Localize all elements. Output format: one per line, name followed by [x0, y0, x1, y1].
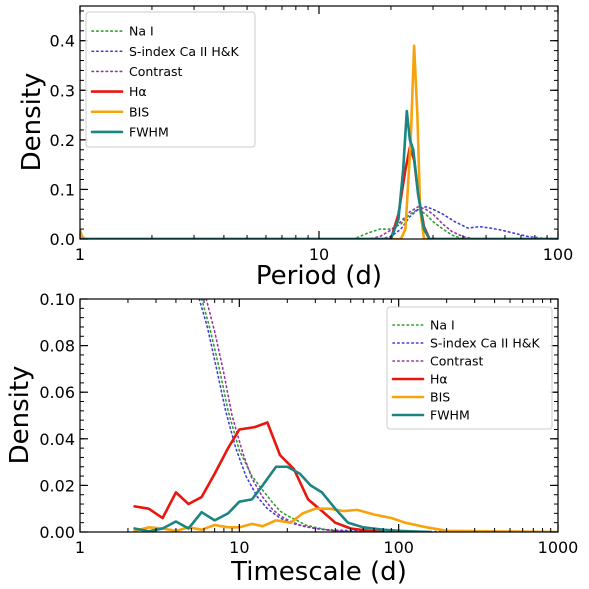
panel2-series-group	[133, 299, 558, 532]
panel2-x-axis-label: Timescale (d)	[230, 557, 407, 587]
panel1-legend-label: FWHM	[129, 124, 169, 139]
panel2: 1 10 100 1000 0.00 0.02 0.04 0.06 0.08 0.10 Timesc…	[5, 290, 578, 587]
panel1-legend-box	[85, 11, 256, 148]
panel1-legend-label: BIS	[129, 104, 149, 119]
panel2-x-tick-label: 1000	[538, 538, 579, 557]
panel1-series-group	[80, 44, 558, 239]
panel2-legend-label: BIS	[430, 390, 450, 405]
panel1-y-axis-label: Density	[17, 73, 47, 172]
panel1: 1 10 100 0.0 0.1 0.2 0.3 0.4 Period (d) Density Na…	[17, 5, 574, 291]
panel1-y-tick-label: 0.3	[50, 81, 75, 100]
panel2-y-tick-label: 0.04	[39, 430, 75, 449]
panel1-series-line-1	[80, 205, 558, 239]
panel2-legend: Na I S-index Ca II H&K Contrast Hα BIS FWHM	[386, 306, 553, 430]
panel2-y-tick-label: 0.06	[39, 383, 75, 402]
panel1-legend-label: Contrast	[129, 64, 183, 79]
panel1-legend-label: Na I	[129, 24, 154, 39]
panel1-series-line-0	[80, 208, 558, 239]
panel2-legend-label: Na I	[430, 318, 455, 333]
panel2-legend-label: FWHM	[430, 408, 470, 423]
panel1-series-line-2	[80, 205, 558, 239]
panel1-x-tick-label: 100	[543, 245, 574, 264]
panel1-x-axis-label: Period (d)	[256, 261, 382, 291]
panel2-y-tick-label: 0.08	[39, 337, 75, 356]
panel2-x-tick-label: 1	[75, 538, 85, 557]
panel2-legend-label: Contrast	[430, 354, 484, 369]
panel2-legend-box	[386, 306, 553, 430]
panel2-y-tick-label: 0.00	[39, 523, 75, 542]
panel1-y-tick-label: 0.2	[50, 131, 75, 150]
panel1-y-tick-label: 0.4	[50, 32, 75, 51]
panel2-legend-label: Hα	[430, 372, 448, 387]
panel2-series-line-0	[200, 299, 365, 532]
panel2-y-tick-label: 0.02	[39, 476, 75, 495]
panel1-series-line-3	[80, 145, 558, 239]
panel2-x-tick-label: 100	[383, 538, 414, 557]
panel2-x-tick-label: 10	[229, 538, 249, 557]
panel2-legend-label: S-index Ca II H&K	[430, 336, 540, 351]
panel2-y-tick-label: 0.10	[39, 290, 75, 309]
panel2-axes-frame	[79, 298, 559, 533]
panel1-x-tick-label: 10	[309, 245, 329, 264]
panel2-series-line-2	[205, 299, 365, 532]
panel1-y-tick-label: 0.0	[50, 230, 75, 249]
panel1-legend: Na I S-index Ca II H&K Contrast Hα BIS FWHM	[85, 11, 256, 148]
panel1-y-tick-label: 0.1	[50, 180, 75, 199]
panel2-series-line-5	[133, 465, 433, 532]
panel1-x-tick-label: 1	[75, 245, 85, 264]
panel1-legend-label: Hα	[129, 84, 147, 99]
panel1-legend-label: S-index Ca II H&K	[129, 44, 239, 59]
panel1-series-line-5	[80, 109, 558, 239]
panel2-series-line-3	[133, 421, 385, 532]
panel2-y-axis-label: Density	[5, 366, 35, 465]
